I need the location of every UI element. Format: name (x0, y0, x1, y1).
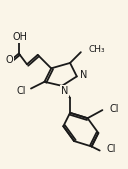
Text: N: N (80, 70, 87, 80)
Text: OH: OH (13, 32, 28, 42)
Text: Cl: Cl (109, 104, 119, 114)
Text: Cl: Cl (106, 144, 116, 154)
Text: N: N (61, 86, 68, 96)
Text: O: O (6, 55, 13, 65)
Text: Cl: Cl (17, 86, 26, 96)
Text: CH₃: CH₃ (89, 45, 106, 54)
